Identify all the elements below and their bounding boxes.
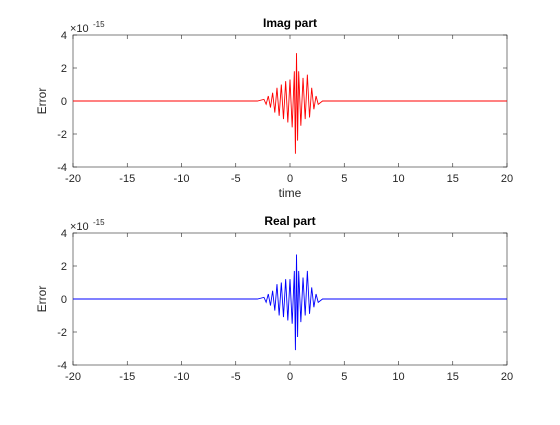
series-line (73, 53, 507, 154)
x-tick-label: -20 (65, 371, 81, 383)
x-tick-label: -5 (231, 173, 241, 185)
y-tick-label: 2 (61, 261, 67, 273)
y-tick-label: -2 (57, 129, 67, 141)
x-tick-label: 20 (501, 371, 513, 383)
y-tick-label: 4 (61, 30, 67, 42)
y-exponent-base: ×10 (70, 221, 89, 233)
x-tick-label: 0 (287, 371, 293, 383)
x-tick-label: -5 (231, 371, 241, 383)
x-tick-label: 5 (341, 173, 347, 185)
x-tick-label: 10 (392, 371, 404, 383)
x-axis-label: time (279, 186, 302, 200)
chart-title: Imag part (263, 16, 317, 30)
y-tick-label: 0 (61, 294, 67, 306)
y-tick-label: 0 (61, 96, 67, 108)
x-tick-label: -15 (119, 173, 135, 185)
chart-title: Real part (264, 214, 315, 228)
y-tick-label: -2 (57, 327, 67, 339)
y-tick-label: -4 (57, 360, 67, 372)
y-tick-label: 4 (61, 228, 67, 240)
x-tick-label: 15 (447, 173, 459, 185)
x-tick-label: -10 (174, 371, 190, 383)
x-tick-label: 20 (501, 173, 513, 185)
x-tick-label: -15 (119, 371, 135, 383)
x-tick-label: 15 (447, 371, 459, 383)
x-tick-label: 10 (392, 173, 404, 185)
x-tick-label: 0 (287, 173, 293, 185)
y-exponent-power: -15 (93, 20, 105, 29)
y-axis-label: Error (35, 286, 49, 313)
y-axis-label: Error (35, 88, 49, 115)
x-tick-label: -10 (174, 173, 190, 185)
y-exponent-power: -15 (93, 218, 105, 227)
y-tick-label: 2 (61, 63, 67, 75)
x-tick-label: -20 (65, 173, 81, 185)
y-tick-label: -4 (57, 162, 67, 174)
x-tick-label: 5 (341, 371, 347, 383)
series-line (73, 254, 507, 351)
y-exponent-base: ×10 (70, 23, 89, 35)
